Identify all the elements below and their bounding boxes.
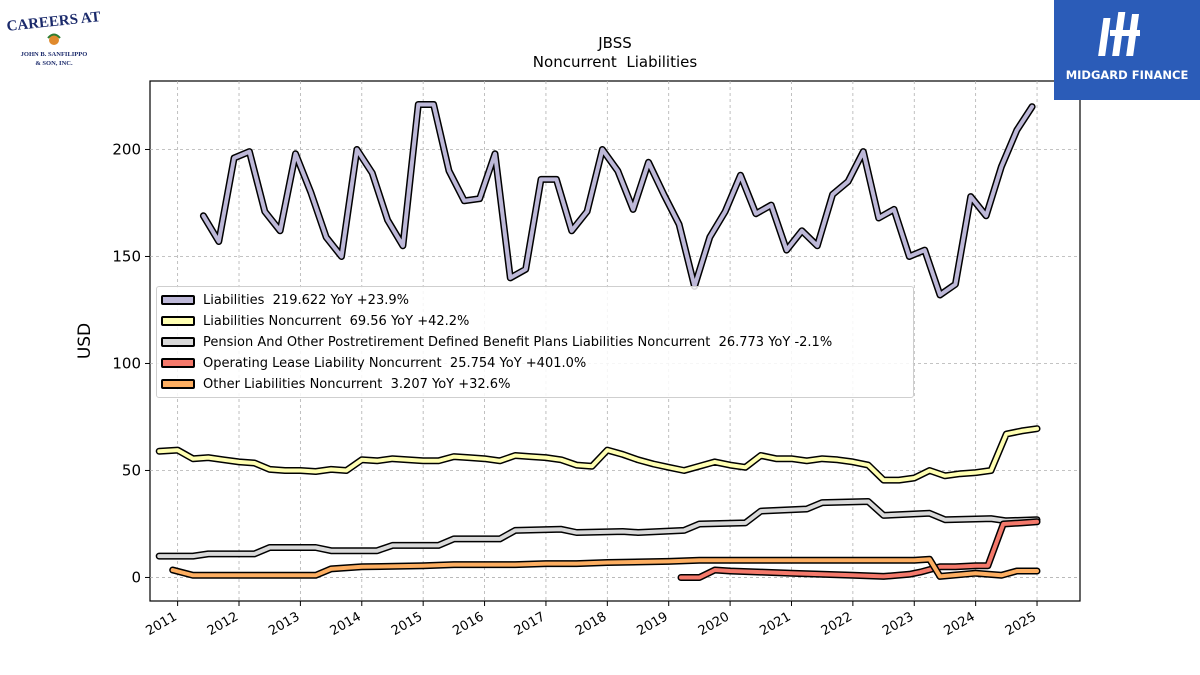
series-line-1 <box>157 426 1039 483</box>
series-outline-0 <box>199 101 1036 299</box>
legend-swatch <box>161 379 195 389</box>
series-line-3 <box>679 519 1039 580</box>
x-tick-label: 2019 <box>635 609 671 639</box>
y-axis-label: USD <box>75 323 95 359</box>
x-tick-label: 2020 <box>696 609 732 639</box>
x-tick-label: 2011 <box>143 609 179 639</box>
series-outline-3 <box>677 518 1041 581</box>
legend-item: Other Liabilities Noncurrent 3.207 YoY +… <box>161 376 510 392</box>
legend-label: Liabilities 219.622 YoY +23.9% <box>203 292 409 308</box>
careers-logo-line1: CAREERS AT <box>6 9 101 35</box>
careers-logo-graphic: CAREERS AT JOHN B. SANFILIPPO & SON, INC… <box>6 9 101 67</box>
legend-label: Operating Lease Liability Noncurrent 25.… <box>203 355 587 371</box>
legend-label: Other Liabilities Noncurrent 3.207 YoY +… <box>203 376 511 392</box>
series-line-2 <box>157 499 1039 559</box>
careers-logo-line2: JOHN B. SANFILIPPO <box>21 51 88 58</box>
x-tick-label: 2017 <box>512 609 548 639</box>
y-tick-label: 50 <box>122 461 141 479</box>
legend-item: Pension And Other Postretirement Defined… <box>161 334 832 350</box>
series-line-4 <box>170 557 1039 579</box>
x-tick-label: 2025 <box>1003 609 1039 639</box>
midgard-finance-logo: MIDGARD FINANCE <box>1054 0 1200 100</box>
x-tick-label: 2018 <box>573 609 609 639</box>
x-tick-label: 2023 <box>880 609 916 639</box>
careers-logo: CAREERS AT JOHN B. SANFILIPPO & SON, INC… <box>4 4 104 70</box>
y-tick-label: 100 <box>112 354 141 372</box>
midgard-logo-mark <box>1098 12 1140 56</box>
x-tick-label: 2016 <box>450 609 486 639</box>
chart-subtitle: Noncurrent Liabilities <box>533 53 698 71</box>
plot-area <box>149 80 1081 602</box>
palm-tree-icon <box>49 35 59 45</box>
legend: Liabilities 219.622 YoY +23.9% Liabilitie… <box>156 286 914 398</box>
legend-label: Liabilities Noncurrent 69.56 YoY +42.2% <box>203 313 470 329</box>
legend-label: Pension And Other Postretirement Defined… <box>203 334 833 350</box>
midgard-brand-text: MIDGARD FINANCE <box>1065 68 1189 82</box>
series-line-0 <box>201 102 1035 297</box>
x-tick-label: 2014 <box>328 609 364 639</box>
x-tick-label: 2012 <box>205 609 241 639</box>
y-tick-label: 200 <box>112 140 141 158</box>
careers-logo-line3: & SON, INC. <box>35 60 73 67</box>
legend-swatch <box>161 316 195 326</box>
y-tick-label: 150 <box>112 247 141 265</box>
x-tick-label: 2024 <box>941 609 977 639</box>
x-tick-label: 2013 <box>266 609 302 639</box>
x-tick-label: 2022 <box>819 609 855 639</box>
legend-swatch <box>161 358 195 368</box>
y-tick-label: 0 <box>131 568 141 586</box>
legend-item: Operating Lease Liability Noncurrent 25.… <box>161 355 586 371</box>
legend-item: Liabilities 219.622 YoY +23.9% <box>161 292 409 308</box>
legend-swatch <box>161 337 195 347</box>
chart-title: JBSS <box>597 34 632 52</box>
x-tick-label: 2015 <box>389 609 425 639</box>
x-tick-label: 2021 <box>757 609 793 639</box>
legend-swatch <box>161 295 195 305</box>
legend-item: Liabilities Noncurrent 69.56 YoY +42.2% <box>161 313 469 329</box>
